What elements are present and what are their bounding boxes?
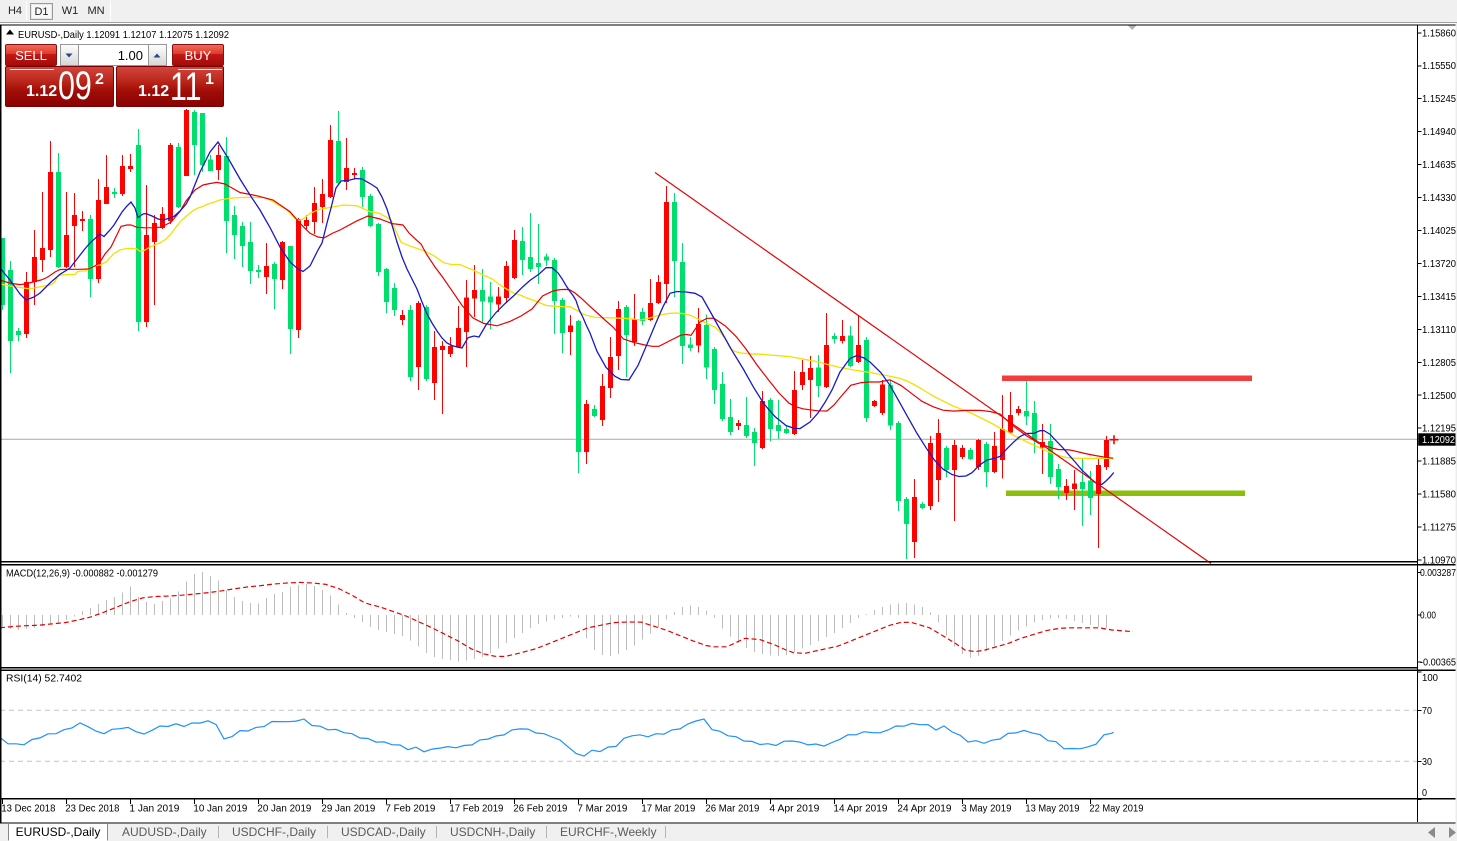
svg-text:14 Apr 2019: 14 Apr 2019 xyxy=(833,803,887,815)
svg-text:7 Mar 2019: 7 Mar 2019 xyxy=(577,803,627,815)
svg-text:17 Feb 2019: 17 Feb 2019 xyxy=(449,803,503,815)
svg-text:RSI(14) 52.7402: RSI(14) 52.7402 xyxy=(6,674,82,685)
svg-text:EURUSD-,Daily 1.12091 1.12107: EURUSD-,Daily 1.12091 1.12107 1.12075 1.… xyxy=(18,29,229,41)
svg-text:4 Apr 2019: 4 Apr 2019 xyxy=(769,803,819,815)
svg-text:1.14025: 1.14025 xyxy=(1422,226,1456,237)
svg-text:1.15550: 1.15550 xyxy=(1422,61,1456,72)
svg-text:100: 100 xyxy=(1422,673,1438,684)
svg-text:22 May 2019: 22 May 2019 xyxy=(1089,803,1143,815)
svg-text:1.12195: 1.12195 xyxy=(1422,424,1456,435)
svg-text:-0.00365: -0.00365 xyxy=(1420,657,1456,668)
svg-text:26 Feb 2019: 26 Feb 2019 xyxy=(513,803,567,815)
svg-text:1.11885: 1.11885 xyxy=(1422,457,1456,468)
svg-text:MACD(12,26,9) -0.000882 -0.001: MACD(12,26,9) -0.000882 -0.001279 xyxy=(6,569,158,580)
svg-text:30: 30 xyxy=(1422,757,1432,768)
svg-text:7 Feb 2019: 7 Feb 2019 xyxy=(385,803,435,815)
svg-text:20 Jan 2019: 20 Jan 2019 xyxy=(257,803,311,815)
svg-text:1.10970: 1.10970 xyxy=(1422,556,1456,567)
svg-text:1.15245: 1.15245 xyxy=(1422,94,1456,105)
svg-text:1.14635: 1.14635 xyxy=(1422,160,1456,171)
svg-text:1.13720: 1.13720 xyxy=(1422,259,1456,270)
svg-text:13 Dec 2018: 13 Dec 2018 xyxy=(1,803,55,815)
svg-text:13 May 2019: 13 May 2019 xyxy=(1025,803,1079,815)
svg-text:1 Jan 2019: 1 Jan 2019 xyxy=(129,803,179,815)
svg-text:26 Mar 2019: 26 Mar 2019 xyxy=(705,803,759,815)
svg-text:3 May 2019: 3 May 2019 xyxy=(961,803,1011,815)
svg-text:70: 70 xyxy=(1422,706,1432,717)
svg-text:1.14330: 1.14330 xyxy=(1422,193,1456,204)
svg-text:1.11275: 1.11275 xyxy=(1422,523,1456,534)
svg-text:1.15860: 1.15860 xyxy=(1422,28,1456,39)
svg-text:1.13110: 1.13110 xyxy=(1422,325,1456,336)
svg-text:0: 0 xyxy=(1422,788,1427,799)
svg-text:1.12805: 1.12805 xyxy=(1422,358,1456,369)
svg-text:23 Dec 2018: 23 Dec 2018 xyxy=(65,803,119,815)
svg-text:29 Jan 2019: 29 Jan 2019 xyxy=(321,803,375,815)
svg-text:17 Mar 2019: 17 Mar 2019 xyxy=(641,803,695,815)
svg-text:10 Jan 2019: 10 Jan 2019 xyxy=(193,803,247,815)
svg-text:1.11580: 1.11580 xyxy=(1422,490,1456,501)
svg-text:1.14940: 1.14940 xyxy=(1422,127,1456,138)
svg-text:1.13415: 1.13415 xyxy=(1422,292,1456,303)
svg-text:1.12500: 1.12500 xyxy=(1422,391,1456,402)
svg-text:0.00: 0.00 xyxy=(1420,610,1436,621)
svg-text:24 Apr 2019: 24 Apr 2019 xyxy=(897,803,951,815)
svg-text:1.12092: 1.12092 xyxy=(1422,435,1455,446)
svg-text:0.003287: 0.003287 xyxy=(1420,568,1456,579)
